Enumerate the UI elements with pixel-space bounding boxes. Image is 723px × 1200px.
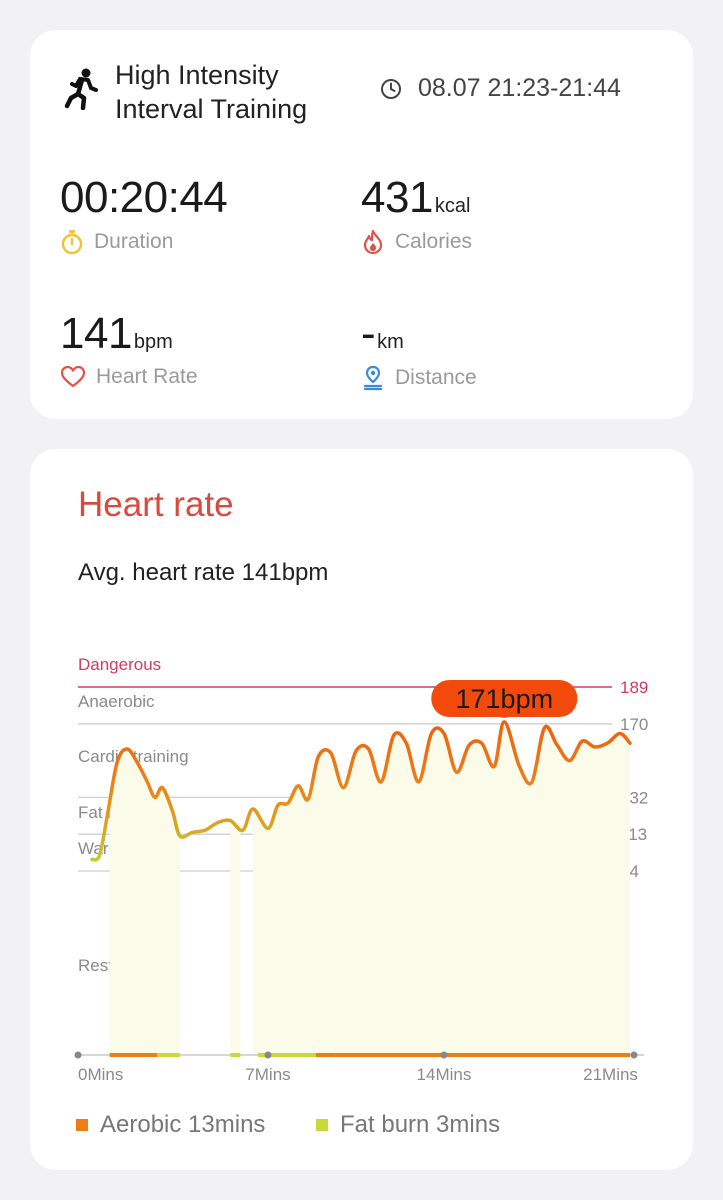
distance-metric: - km Distance bbox=[361, 309, 477, 391]
threshold-189: 189 bbox=[620, 678, 648, 697]
legend-aerobic-label: Aerobic 13mins bbox=[100, 1111, 266, 1138]
duration-value: 00:20:44 bbox=[60, 173, 228, 222]
zone-bar-segment bbox=[157, 1053, 180, 1057]
threshold-170: 170 bbox=[620, 715, 648, 734]
calories-value: 431 bbox=[361, 173, 433, 222]
x-tick-dot bbox=[630, 1051, 638, 1059]
x-tick-label: 21Mins bbox=[583, 1065, 638, 1084]
location-pin-icon bbox=[363, 365, 383, 391]
heart-rate-value: 141 bbox=[60, 309, 132, 358]
zone-bar-segment bbox=[230, 1053, 241, 1057]
clock-icon bbox=[381, 78, 401, 99]
heart-rate-line bbox=[90, 720, 632, 862]
distance-unit: km bbox=[377, 331, 404, 353]
workout-title-line1: High Intensity bbox=[115, 60, 279, 90]
workout-time-range: 08.07 21:23-21:44 bbox=[418, 74, 621, 102]
heart-rate-unit: bpm bbox=[133, 331, 173, 353]
peak-label: 171bpm bbox=[456, 684, 554, 714]
legend-fat-burn: Fat burn 3mins bbox=[316, 1111, 500, 1139]
average-heart-rate: Avg. heart rate 141bpm bbox=[78, 559, 329, 586]
duration-metric: 00:20:44 Duration bbox=[60, 173, 228, 255]
calories-label: Calories bbox=[395, 230, 473, 253]
peak-badge bbox=[431, 680, 578, 717]
x-tick-dot bbox=[440, 1051, 448, 1059]
fat-burn-swatch bbox=[316, 1119, 328, 1131]
legend-aerobic: Aerobic 13mins bbox=[76, 1111, 265, 1139]
calories-metric: 431 kcal Calories bbox=[361, 173, 472, 255]
heart-rate-area bbox=[109, 721, 630, 1055]
x-tick-dot bbox=[74, 1051, 82, 1059]
x-tick-label: 14Mins bbox=[417, 1065, 472, 1084]
x-tick-label: 7Mins bbox=[245, 1065, 290, 1084]
x-tick-label: 0Mins bbox=[78, 1065, 123, 1084]
heart-rate-metric: 141 bpm Heart Rate bbox=[60, 309, 198, 389]
heart-rate-section-title: Heart rate bbox=[78, 485, 234, 524]
workout-time: 08.07 21:23-21:44 bbox=[380, 74, 621, 103]
distance-value: - bbox=[361, 309, 376, 358]
heart-icon bbox=[60, 365, 86, 388]
zone-bar-segment bbox=[315, 1053, 336, 1057]
zone-label-anaerobic: Anaerobic bbox=[78, 692, 155, 711]
heart-rate-label: Heart Rate bbox=[96, 365, 198, 388]
heart-rate-card: Heart rate Avg. heart rate 141bpm Danger… bbox=[30, 449, 693, 1170]
workout-title: High Intensity Interval Training bbox=[115, 58, 307, 126]
zone-bar-segment bbox=[109, 1053, 158, 1057]
running-figure-icon bbox=[64, 68, 98, 110]
stopwatch-icon bbox=[61, 230, 83, 255]
zone-label-dangerous: Dangerous bbox=[78, 655, 161, 674]
zone-bar-segment bbox=[257, 1053, 316, 1057]
x-tick-dot bbox=[264, 1051, 272, 1059]
legend-fat-burn-label: Fat burn 3mins bbox=[340, 1111, 501, 1138]
flame-icon bbox=[363, 229, 383, 255]
duration-label: Duration bbox=[94, 230, 174, 253]
calories-unit: kcal bbox=[434, 195, 471, 217]
workout-summary-card: High Intensity Interval Training 08.07 2… bbox=[30, 30, 693, 419]
peak-badge-pointer bbox=[495, 716, 514, 718]
zone-bar-segment bbox=[335, 1053, 630, 1057]
aerobic-swatch bbox=[76, 1119, 88, 1131]
workout-title-line2: Interval Training bbox=[115, 94, 308, 124]
distance-label: Distance bbox=[395, 366, 477, 389]
